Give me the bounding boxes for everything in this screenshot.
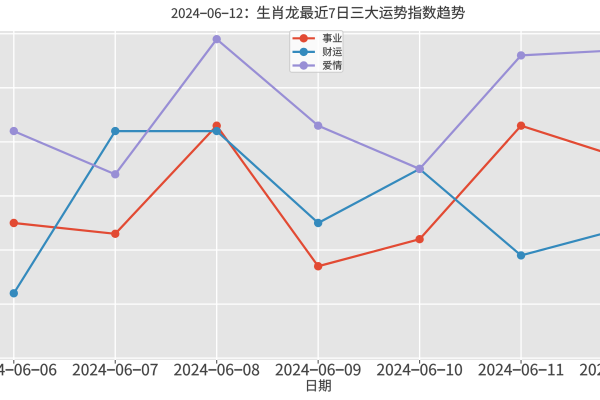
marker-wealth <box>313 218 323 228</box>
legend-label-career <box>322 33 342 43</box>
chart-title <box>171 5 465 20</box>
x-tick-label <box>174 363 260 376</box>
legend-marker-love <box>299 61 308 70</box>
legend-label-wealth <box>322 46 343 57</box>
x-tick-labels <box>0 363 600 376</box>
x-tick-label <box>376 363 463 376</box>
marker-career <box>9 218 18 228</box>
x-tick-label <box>478 363 564 376</box>
series-layer <box>9 34 600 298</box>
marker-wealth <box>111 126 120 136</box>
marker-love <box>415 164 424 174</box>
legend-marker-career <box>299 34 308 43</box>
x-tick-label <box>72 363 158 376</box>
legend-marker-wealth <box>299 47 308 57</box>
legend-item-career <box>292 33 342 43</box>
marker-love <box>9 126 18 136</box>
legend-item-love <box>292 60 342 70</box>
marker-career <box>516 121 526 130</box>
marker-career <box>313 262 323 271</box>
x-axis-label <box>306 379 331 392</box>
marker-career <box>415 235 424 244</box>
legend-label-love <box>322 60 342 70</box>
legend-item-wealth <box>292 46 343 57</box>
marker-love <box>212 34 221 44</box>
marker-wealth <box>516 251 526 260</box>
marker-wealth <box>212 126 221 136</box>
x-tick-label <box>0 363 57 376</box>
legend <box>289 30 344 73</box>
marker-career <box>111 229 120 239</box>
x-tick-marks <box>13 360 522 364</box>
x-tick-label <box>275 363 361 376</box>
marker-love <box>313 121 323 130</box>
gridlines <box>0 31 600 360</box>
marker-love <box>111 170 120 179</box>
marker-love <box>516 51 526 60</box>
marker-wealth <box>9 289 18 298</box>
series-love <box>9 34 600 179</box>
